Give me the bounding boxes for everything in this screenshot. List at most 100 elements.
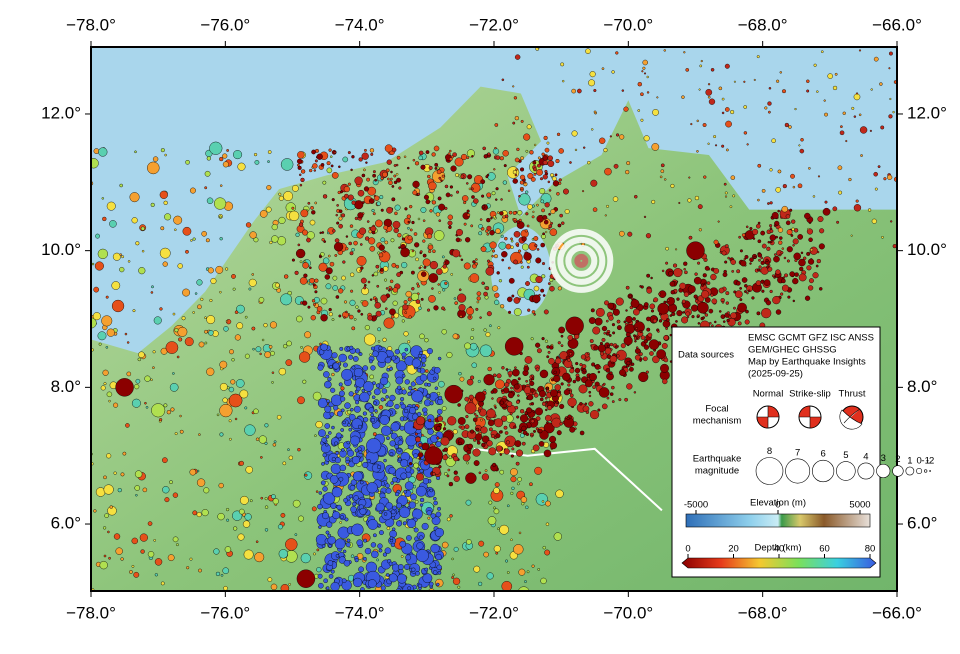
earthquake <box>369 298 373 301</box>
earthquake <box>353 240 358 246</box>
earthquake <box>389 394 396 402</box>
earthquake <box>807 227 810 230</box>
earthquake <box>459 376 465 382</box>
earthquake <box>486 192 492 198</box>
earthquake <box>264 528 269 532</box>
earthquake <box>519 180 525 185</box>
earthquake <box>756 55 760 59</box>
earthquake <box>162 261 168 267</box>
earthquake <box>441 406 447 411</box>
earthquake <box>652 355 660 364</box>
earthquake <box>486 232 490 236</box>
earthquake <box>401 237 406 241</box>
earthquake <box>442 288 446 292</box>
earthquake <box>141 249 145 253</box>
earthquake <box>436 436 440 440</box>
earthquake <box>228 419 232 423</box>
magnitude-symbol <box>857 462 875 480</box>
earthquake <box>700 59 703 63</box>
earthquake <box>185 249 189 254</box>
earthquake <box>364 324 370 331</box>
earthquake <box>604 167 612 176</box>
earthquake <box>492 148 500 155</box>
earthquake <box>326 231 330 235</box>
earthquake <box>625 322 629 326</box>
earthquake <box>398 435 403 440</box>
earthquake <box>390 481 394 485</box>
earthquake <box>532 410 535 413</box>
earthquake <box>126 341 130 344</box>
earthquake <box>660 363 669 373</box>
earthquake <box>332 285 338 291</box>
earthquake <box>224 546 232 553</box>
earthquake <box>643 215 647 218</box>
earthquake <box>687 198 692 203</box>
earthquake <box>254 160 260 165</box>
earthquake <box>556 132 561 137</box>
earthquake <box>423 266 427 269</box>
earthquake <box>411 292 419 301</box>
earthquake <box>319 254 322 257</box>
earthquake <box>437 395 443 401</box>
earthquake <box>519 414 529 423</box>
earthquake <box>542 546 546 550</box>
earthquake <box>351 365 356 370</box>
earthquake <box>338 476 344 482</box>
earthquake <box>450 273 453 276</box>
earthquake <box>587 352 590 355</box>
colorbar-label: 80 <box>865 544 876 555</box>
earthquake <box>551 417 562 428</box>
earthquake <box>342 420 346 425</box>
earthquake <box>91 158 99 169</box>
earthquake <box>672 263 678 268</box>
earthquake <box>482 146 486 151</box>
earthquake <box>164 213 172 221</box>
earthquake <box>357 189 365 197</box>
earthquake <box>244 406 248 410</box>
earthquake <box>375 502 385 512</box>
earthquake <box>808 237 813 243</box>
earthquake <box>152 156 159 162</box>
earthquake <box>339 521 342 524</box>
earthquake <box>452 573 455 577</box>
earthquake <box>435 426 441 431</box>
earthquake <box>675 320 678 323</box>
earthquake <box>320 343 328 351</box>
earthquake <box>385 230 388 233</box>
earthquake <box>550 209 556 215</box>
earthquake <box>338 314 342 318</box>
earthquake <box>144 375 151 382</box>
earthquake <box>131 398 141 408</box>
earthquake <box>873 56 879 62</box>
earthquake <box>824 200 828 204</box>
earthquake <box>749 257 754 263</box>
earthquake <box>327 533 332 538</box>
earthquake <box>449 149 452 153</box>
earthquake <box>400 459 409 468</box>
earthquake <box>495 155 501 160</box>
earthquake <box>756 311 761 316</box>
earthquake <box>559 422 563 426</box>
earthquake <box>515 168 518 171</box>
earthquake <box>514 440 522 448</box>
earthquake <box>222 567 230 575</box>
earthquake <box>549 389 558 398</box>
earthquake <box>651 199 656 204</box>
earthquake <box>542 174 548 180</box>
earthquake <box>513 425 517 429</box>
earthquake <box>806 79 810 83</box>
earthquake <box>431 152 436 157</box>
earthquake <box>300 346 303 349</box>
earthquake <box>330 569 335 574</box>
earthquake <box>350 554 355 558</box>
earthquake <box>249 231 257 239</box>
earthquake <box>345 246 349 251</box>
earthquake <box>514 366 517 369</box>
earthquake <box>546 421 549 424</box>
earthquake <box>702 316 706 320</box>
earthquake <box>428 181 437 191</box>
earthquake <box>513 544 524 555</box>
earthquake <box>639 359 642 362</box>
earthquake <box>483 154 488 159</box>
earthquake <box>355 386 361 392</box>
